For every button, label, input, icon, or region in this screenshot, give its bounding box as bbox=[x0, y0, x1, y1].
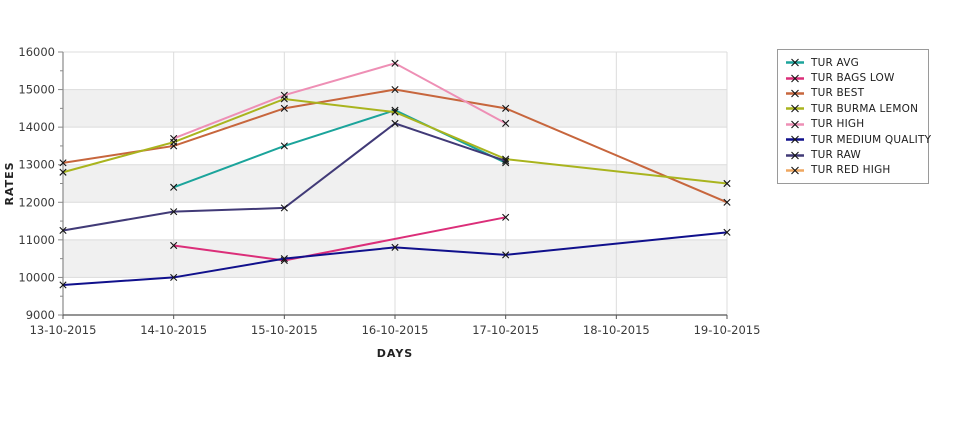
data-point-marker bbox=[391, 119, 399, 127]
data-point-marker bbox=[280, 91, 288, 99]
legend-item-tur-medium-quality: TUR MEDIUM QUALITY bbox=[785, 132, 931, 147]
legend-label: TUR BURMA LEMON bbox=[811, 102, 919, 115]
data-point-marker bbox=[170, 208, 178, 216]
data-point-marker bbox=[170, 183, 178, 191]
data-point-marker bbox=[723, 179, 731, 188]
legend-marker-icon bbox=[786, 120, 804, 129]
y-tick-label: 15000 bbox=[18, 83, 55, 97]
data-point-marker bbox=[391, 85, 399, 94]
x-tick-label: 13-10-2015 bbox=[30, 323, 97, 337]
data-point-marker bbox=[59, 226, 67, 235]
legend-label: TUR MEDIUM QUALITY bbox=[811, 133, 932, 146]
data-point-marker bbox=[59, 281, 67, 289]
data-point-marker bbox=[280, 255, 288, 263]
data-point-marker bbox=[280, 142, 288, 150]
data-point-marker bbox=[391, 243, 399, 251]
legend-item-tur-bags-low: TUR BAGS LOW bbox=[785, 70, 920, 85]
legend-item-tur-raw: TUR RAW bbox=[785, 147, 920, 162]
data-point-marker bbox=[723, 198, 731, 206]
legend-marker-icon bbox=[786, 166, 804, 175]
legend-marker-icon bbox=[786, 74, 804, 82]
y-tick-label: 16000 bbox=[18, 45, 55, 59]
legend-item-tur-burma-lemon: TUR BURMA LEMON bbox=[785, 101, 920, 116]
x-tick-label: 18-10-2015 bbox=[583, 323, 650, 337]
legend-label: TUR AVG bbox=[811, 56, 859, 69]
y-tick-label: 10000 bbox=[18, 270, 55, 284]
legend-item-tur-avg: TUR AVG bbox=[785, 55, 920, 70]
legend-label: TUR RED HIGH bbox=[811, 164, 891, 177]
data-point-marker bbox=[59, 159, 67, 167]
chart-legend: TUR AVG TUR BAGS LOW TUR BEST TUR BURMA LEM… bbox=[777, 49, 931, 185]
y-tick-label: 13000 bbox=[18, 158, 55, 172]
legend-label: TUR BEST bbox=[811, 87, 865, 100]
series-tur-bags-low bbox=[170, 213, 510, 265]
x-tick-label: 19-10-2015 bbox=[694, 323, 761, 337]
series-tur-medium-quality bbox=[59, 228, 731, 289]
data-point-marker bbox=[280, 204, 288, 212]
data-point-marker bbox=[391, 108, 399, 116]
series-tur-raw bbox=[59, 119, 510, 235]
x-tick-label: 14-10-2015 bbox=[140, 323, 207, 337]
y-axis-title: RATES bbox=[3, 161, 16, 205]
data-point-marker bbox=[502, 104, 510, 112]
data-point-marker bbox=[502, 213, 510, 221]
legend-marker-icon bbox=[786, 135, 804, 144]
legend-marker-icon bbox=[786, 104, 804, 113]
y-tick-label: 11000 bbox=[18, 233, 55, 247]
x-tick-label: 16-10-2015 bbox=[362, 323, 429, 337]
y-tick-label: 9000 bbox=[26, 308, 55, 322]
x-axis-title: DAYS bbox=[377, 347, 413, 360]
series-tur-best bbox=[59, 85, 731, 206]
legend-marker-icon bbox=[786, 89, 804, 98]
series-tur-high bbox=[170, 59, 510, 143]
legend-label: TUR RAW bbox=[811, 149, 861, 162]
data-point-marker bbox=[502, 119, 510, 127]
data-point-marker bbox=[502, 251, 510, 259]
legend-label: TUR HIGH bbox=[811, 118, 865, 131]
data-point-marker bbox=[280, 104, 288, 112]
legend-item-tur-best: TUR BEST bbox=[785, 86, 920, 101]
data-point-marker bbox=[502, 157, 510, 165]
legend-marker-icon bbox=[786, 151, 804, 159]
y-tick-label: 14000 bbox=[18, 120, 55, 134]
legend-label: TUR BAGS LOW bbox=[811, 72, 895, 85]
y-tick-label: 12000 bbox=[18, 195, 55, 209]
legend-item-tur-high: TUR HIGH bbox=[785, 117, 920, 132]
data-point-marker bbox=[59, 168, 67, 176]
x-tick-label: 17-10-2015 bbox=[472, 323, 539, 337]
data-point-marker bbox=[391, 59, 399, 67]
legend-marker-icon bbox=[786, 58, 804, 67]
legend-item-tur-red-high: TUR RED HIGH bbox=[785, 163, 920, 178]
x-tick-label: 15-10-2015 bbox=[251, 323, 318, 337]
data-point-marker bbox=[170, 241, 178, 250]
data-point-marker bbox=[170, 273, 178, 282]
data-point-marker bbox=[170, 134, 178, 143]
data-point-marker bbox=[723, 228, 731, 236]
